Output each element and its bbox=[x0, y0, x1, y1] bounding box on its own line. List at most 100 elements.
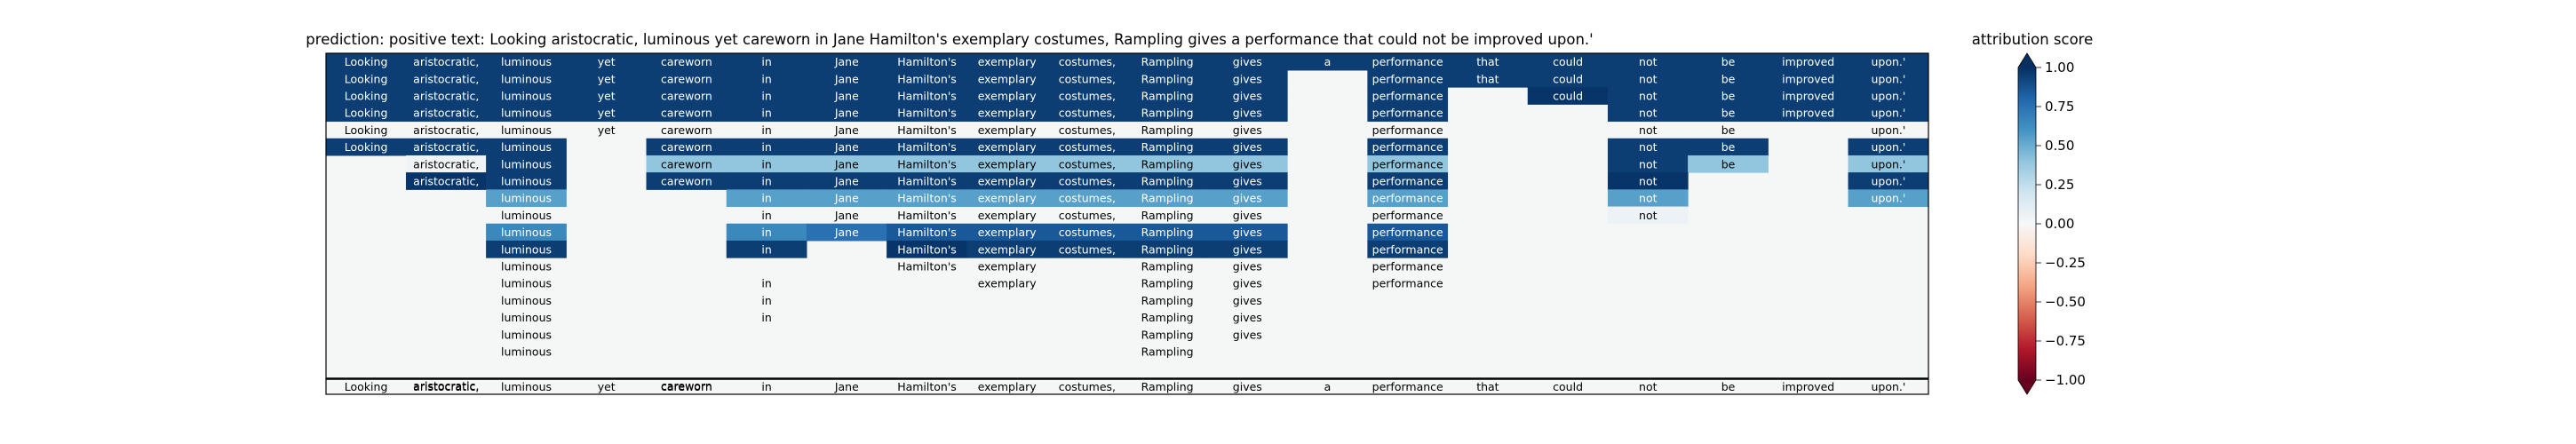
token-label: gives bbox=[1233, 90, 1262, 103]
colorbar-tick-label: 0.25 bbox=[2045, 177, 2074, 193]
token-label: could bbox=[1553, 55, 1583, 68]
token-label: in bbox=[761, 294, 771, 307]
token-label: not bbox=[1639, 192, 1658, 205]
token-label: upon.' bbox=[1871, 72, 1905, 85]
token-label: be bbox=[1721, 107, 1736, 120]
heatmap-cell bbox=[1367, 189, 1449, 208]
token-label: Looking bbox=[345, 55, 388, 68]
colorbar-tick-label: 0.00 bbox=[2045, 216, 2074, 232]
token-label: exemplary bbox=[978, 192, 1038, 205]
token-label: improved bbox=[1782, 90, 1834, 103]
token-label: be bbox=[1721, 140, 1736, 154]
token-label: Jane bbox=[834, 175, 859, 188]
token-label: not bbox=[1639, 55, 1658, 68]
token-label: upon.' bbox=[1871, 157, 1905, 170]
token-label: costumes, bbox=[1059, 226, 1116, 239]
token-label: Rampling bbox=[1141, 345, 1194, 359]
token-label: performance bbox=[1372, 192, 1443, 205]
token-label: in bbox=[761, 90, 771, 103]
token-label: Jane bbox=[834, 55, 859, 68]
token-label: careworn bbox=[661, 123, 712, 137]
token-label: performance bbox=[1372, 140, 1443, 154]
token-label: that bbox=[1476, 72, 1499, 85]
token-label: a bbox=[1324, 380, 1332, 393]
token-label: exemplary bbox=[978, 209, 1038, 222]
heatmap-cell bbox=[486, 240, 567, 258]
chart-title: prediction: positive text: Looking arist… bbox=[306, 31, 1593, 48]
token-label: Rampling bbox=[1141, 209, 1194, 222]
token-label: gives bbox=[1233, 311, 1262, 324]
token-label: exemplary bbox=[978, 107, 1038, 120]
colorbar-ticks: 1.00 0.75 0.50 0.25 0.00 −0.25 −0.50 −0.75 −1.00 bbox=[2036, 59, 2086, 388]
colorbar-label: attribution score bbox=[1972, 31, 2094, 48]
token-label: improved bbox=[1782, 107, 1834, 120]
token-label: not bbox=[1639, 140, 1658, 154]
token-label: exemplary bbox=[978, 55, 1038, 68]
token-label: exemplary bbox=[978, 380, 1038, 393]
token-label: costumes, bbox=[1059, 175, 1116, 188]
token-label: Hamilton's bbox=[897, 55, 957, 68]
token-label: performance bbox=[1372, 175, 1443, 188]
token-label: gives bbox=[1233, 107, 1262, 120]
token-label: luminous bbox=[501, 55, 552, 68]
token-label: Hamilton's bbox=[897, 175, 957, 188]
colorbar-extend-top bbox=[2018, 53, 2036, 67]
token-label: Rampling bbox=[1141, 72, 1194, 85]
token-label: luminous bbox=[501, 242, 552, 256]
token-label: Hamilton's bbox=[897, 192, 957, 205]
token-label: Rampling bbox=[1141, 328, 1194, 341]
token-label: luminous bbox=[501, 260, 552, 274]
heatmap-cell bbox=[1206, 104, 1288, 123]
token-label: costumes, bbox=[1059, 55, 1116, 68]
token-label: Rampling bbox=[1141, 226, 1194, 239]
token-label: Looking bbox=[345, 90, 388, 103]
token-label: costumes, bbox=[1059, 140, 1116, 154]
token-label: Rampling bbox=[1141, 242, 1194, 256]
token-label: gives bbox=[1233, 175, 1262, 188]
token-label: Jane bbox=[834, 380, 859, 393]
token-label: Hamilton's bbox=[897, 140, 957, 154]
token-label: costumes, bbox=[1059, 72, 1116, 85]
token-label: Jane bbox=[834, 90, 859, 103]
token-label: aristocratic, bbox=[413, 175, 479, 188]
token-label: Jane bbox=[834, 192, 859, 205]
token-label: Rampling bbox=[1141, 140, 1194, 154]
heatmap-frame bbox=[325, 52, 1929, 395]
token-label: Hamilton's bbox=[897, 90, 957, 103]
token-label: gives bbox=[1233, 123, 1262, 137]
token-label: careworn bbox=[661, 157, 712, 170]
token-label: not bbox=[1639, 72, 1658, 85]
token-label: luminous bbox=[501, 311, 552, 324]
colorbar-tick-label: −0.75 bbox=[2045, 333, 2086, 349]
token-label: careworn bbox=[661, 380, 712, 393]
token-label: Hamilton's bbox=[897, 226, 957, 239]
token-label: upon.' bbox=[1871, 140, 1905, 154]
token-label: upon.' bbox=[1871, 380, 1905, 393]
heatmap-cell bbox=[486, 189, 567, 208]
token-label: not bbox=[1639, 175, 1658, 188]
token-label: careworn bbox=[661, 175, 712, 188]
token-label: exemplary bbox=[978, 123, 1038, 137]
token-label: Hamilton's bbox=[897, 72, 957, 85]
heatmap-cell bbox=[1206, 189, 1288, 208]
token-label: Hamilton's bbox=[897, 209, 957, 222]
token-label: gives bbox=[1233, 226, 1262, 239]
token-label: exemplary bbox=[978, 72, 1038, 85]
token-label: luminous bbox=[501, 107, 552, 120]
token-label: upon.' bbox=[1871, 55, 1905, 68]
token-label: aristocratic, bbox=[413, 55, 479, 68]
token-label: improved bbox=[1782, 55, 1834, 68]
token-label: Looking bbox=[345, 123, 388, 137]
token-label: in bbox=[761, 242, 771, 256]
token-label: in bbox=[761, 123, 771, 137]
token-label: gives bbox=[1233, 328, 1262, 341]
token-label: gives bbox=[1233, 55, 1262, 68]
token-label: yet bbox=[598, 123, 616, 137]
token-label: in bbox=[761, 277, 771, 290]
token-label: be bbox=[1721, 123, 1736, 137]
colorbar-tick-label: 0.50 bbox=[2045, 138, 2074, 154]
token-label: Rampling bbox=[1141, 311, 1194, 324]
token-label: exemplary bbox=[978, 260, 1038, 274]
token-label: in bbox=[761, 140, 771, 154]
